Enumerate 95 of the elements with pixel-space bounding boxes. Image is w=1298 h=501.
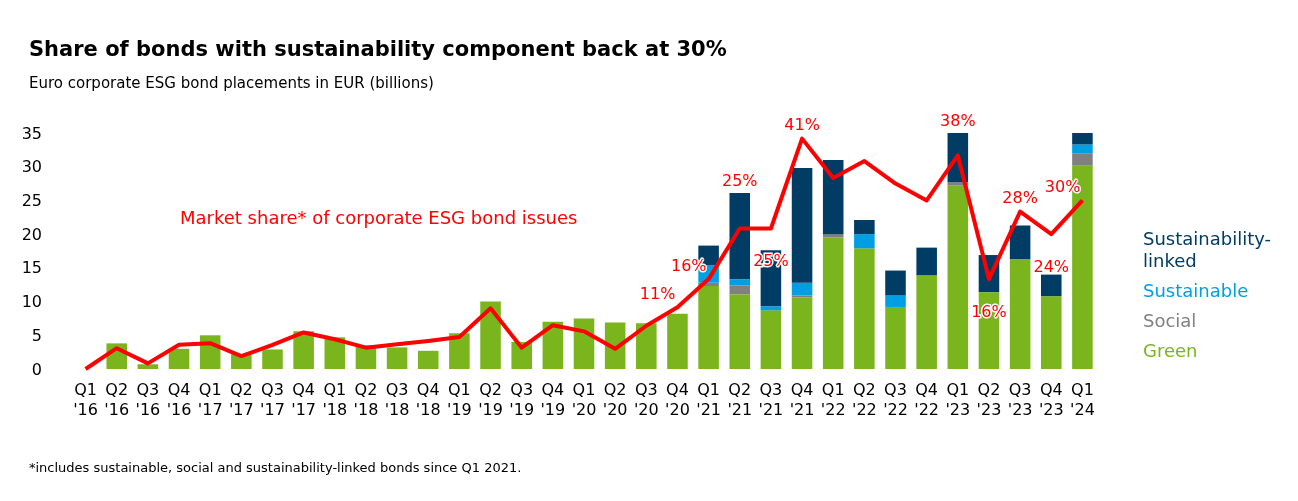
x-tick-label: Q1 '22 (820, 379, 846, 419)
bar (573, 318, 595, 369)
bar (1072, 153, 1093, 166)
bar (916, 275, 937, 369)
bar (854, 219, 875, 235)
x-tick-label: Q2 '18 (353, 379, 379, 419)
data-label: 38% (940, 111, 976, 131)
x-tick-label: Q1 '19 (447, 379, 472, 419)
x-tick-label: Q3 '21 (758, 379, 784, 419)
x-tick-label: Q3 '19 (509, 379, 535, 419)
x-tick-label: Q4 '17 (291, 379, 317, 419)
chart-subtitle: Euro corporate ESG bond placements in EUR (billions) (29, 73, 434, 92)
y-tick-label: 20 (21, 224, 42, 244)
x-tick-label: Q3 '22 (883, 379, 908, 419)
bar (417, 350, 439, 369)
bar (791, 297, 813, 369)
bar (636, 323, 657, 369)
bar (729, 294, 751, 369)
text: Sustainable (1143, 279, 1249, 301)
x-tick-label: Q2 '22 (851, 379, 877, 419)
bar (947, 185, 969, 369)
bar (667, 313, 688, 369)
data-label: 25% (721, 171, 758, 191)
bar (449, 333, 470, 369)
bar (791, 282, 813, 296)
y-tick-label: 35 (21, 123, 42, 143)
x-tick-label: Q1 '24 (1070, 379, 1095, 419)
bar (729, 285, 751, 295)
bar (854, 234, 875, 249)
x-tick-label: Q4 '19 (540, 379, 566, 419)
bar (729, 279, 751, 286)
bar (791, 295, 813, 298)
bar (729, 193, 751, 280)
x-tick-label: Q3 '20 (633, 379, 659, 419)
bar (1009, 225, 1031, 260)
data-label: 41% (784, 115, 820, 135)
x-tick-label: Q3 '23 (1007, 379, 1033, 419)
bar (760, 310, 782, 369)
y-tick-label: 5 (31, 325, 42, 345)
x-tick-label: Q1 '21 (696, 379, 721, 419)
x-tick-label: Q4 '16 (166, 379, 192, 419)
x-tick-label: Q3 '16 (135, 379, 161, 419)
x-tick-label: Q3 '18 (384, 379, 410, 419)
x-tick-label: Q4 '22 (914, 379, 940, 419)
bar (480, 301, 501, 369)
bar (1040, 296, 1062, 369)
text: Sustainability-linked (1143, 227, 1272, 271)
bar (137, 364, 159, 369)
bar (1009, 259, 1031, 369)
y-tick-label: 0 (31, 359, 42, 379)
x-tick-label: Q3 '17 (260, 379, 285, 419)
x-tick-label: Q4 '20 (665, 379, 690, 419)
bar (885, 270, 906, 296)
data-label: 28% (1002, 188, 1038, 208)
y-tick-label: 25 (21, 190, 42, 210)
bar (822, 234, 844, 238)
x-tick-label: Q1 '18 (322, 379, 348, 419)
text: Market share* of corporate ESG bond issues (180, 206, 578, 228)
bar (822, 159, 844, 235)
bar (760, 306, 782, 311)
text: *includes sustainable, social and sustainability-linked bonds since Q1 2021. (29, 460, 522, 475)
x-tick-label: Q2 '23 (976, 379, 1002, 419)
bar (885, 306, 906, 369)
x-tick-label: Q1 '17 (197, 379, 223, 419)
y-tick-label: 10 (21, 292, 42, 312)
x-tick-label: Q1 '20 (571, 379, 597, 419)
x-tick-label: Q4 '21 (789, 379, 815, 419)
x-tick-label: Q4 '23 (1038, 379, 1064, 419)
bar (1072, 133, 1093, 145)
x-tick-label: Q2 '17 (228, 379, 254, 419)
data-label: 24% (1033, 256, 1070, 276)
x-tick-label: Q4 '18 (415, 379, 441, 419)
data-label: 11% (639, 283, 676, 303)
bar (168, 348, 190, 369)
x-tick-label: Q2 '16 (104, 379, 130, 419)
bar (822, 237, 844, 369)
bar (1040, 274, 1062, 297)
bar (885, 295, 906, 307)
x-tick-label: Q1 '16 (73, 379, 98, 419)
x-tick-label: Q2 '20 (602, 379, 628, 419)
bar (386, 347, 408, 369)
chart-title: Share of bonds with sustainability component back at 30% (29, 36, 727, 61)
y-tick-label: 30 (21, 157, 42, 177)
bar (854, 248, 875, 369)
x-tick-label: Q2 '21 (727, 379, 753, 419)
bar (791, 168, 813, 283)
x-tick-label: Q1 '23 (945, 379, 971, 419)
y-tick-label: 15 (21, 258, 42, 278)
bar (916, 247, 937, 276)
bar (262, 349, 283, 369)
text: Social (1143, 309, 1197, 331)
x-tick-label: Q2 '19 (478, 379, 503, 419)
bar (698, 286, 719, 369)
bar (1072, 144, 1093, 154)
text: Green (1143, 339, 1198, 361)
